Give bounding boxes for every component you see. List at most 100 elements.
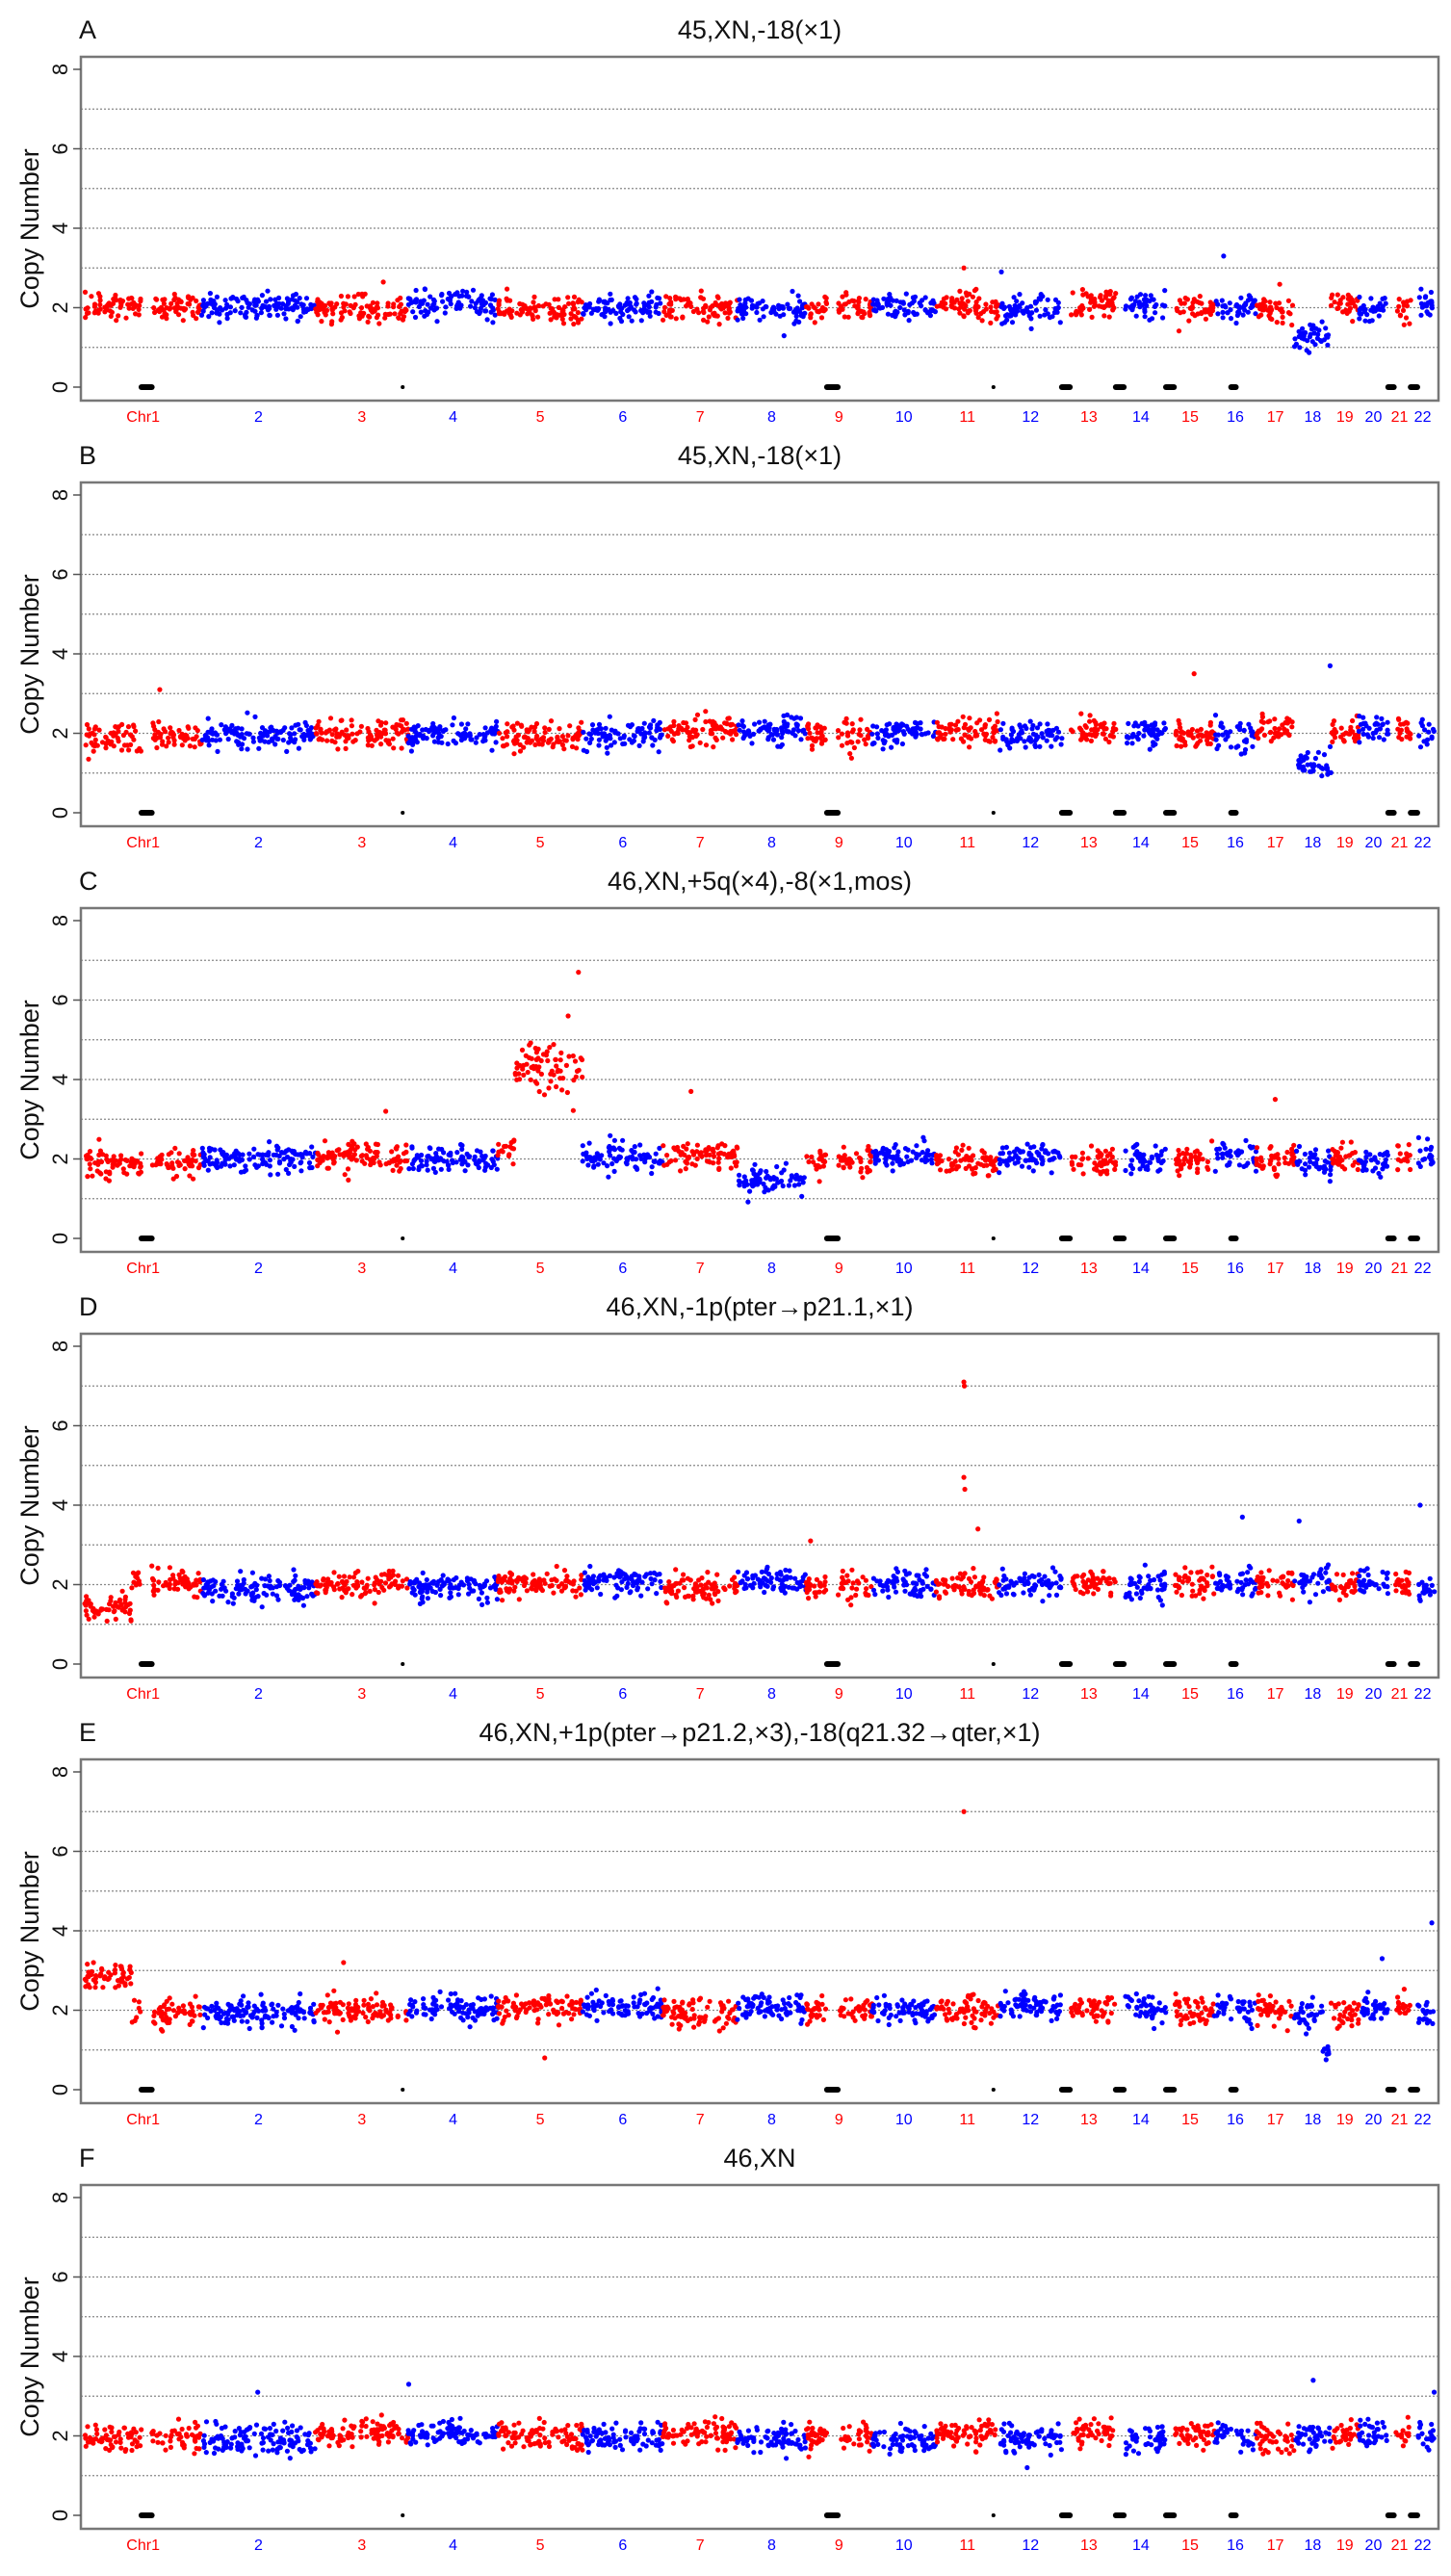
data-point	[1303, 1161, 1308, 1167]
data-point	[849, 729, 856, 735]
data-point	[203, 303, 209, 309]
data-point	[554, 1563, 559, 1570]
data-point	[683, 720, 689, 726]
data-point	[490, 307, 496, 313]
data-point	[169, 1160, 175, 1166]
data-point	[265, 733, 271, 739]
data-point	[292, 1592, 298, 1598]
data-point	[1071, 1166, 1076, 1172]
data-point	[236, 1591, 242, 1597]
data-point	[205, 1579, 211, 1585]
data-point	[1036, 296, 1042, 301]
panel-title: 46,XN,-1p(pter→p21.1,×1)	[607, 1292, 914, 1321]
data-point	[836, 1162, 842, 1168]
data-point	[352, 1147, 358, 1153]
data-point	[865, 735, 871, 742]
data-point	[438, 734, 444, 740]
data-point	[502, 1574, 508, 1580]
data-point	[88, 1155, 93, 1161]
data-point	[548, 736, 554, 742]
data-point	[416, 1584, 422, 1590]
y-tick-label: 4	[48, 648, 72, 660]
data-point	[629, 722, 635, 728]
data-point	[289, 725, 295, 731]
outlier-point	[157, 687, 163, 692]
data-point	[1087, 306, 1093, 312]
data-point	[125, 724, 132, 730]
data-point	[126, 305, 132, 311]
data-point	[870, 297, 876, 302]
data-point	[518, 722, 525, 728]
data-point	[915, 720, 920, 726]
data-point	[481, 1583, 487, 1589]
data-point	[1051, 1148, 1057, 1154]
data-point	[511, 727, 517, 733]
data-point	[1180, 309, 1186, 315]
chromosome-label: Chr1	[126, 1261, 160, 1277]
data-point	[559, 742, 566, 748]
data-point	[323, 1587, 328, 1593]
data-point	[1267, 316, 1273, 322]
data-point	[1069, 312, 1075, 318]
data-point	[938, 1167, 944, 1173]
data-point	[219, 1163, 224, 1169]
data-point	[479, 1601, 485, 1607]
data-point	[665, 733, 671, 739]
data-point	[798, 737, 804, 742]
chromosome-label: 22	[1414, 1686, 1432, 1703]
data-point	[402, 727, 408, 733]
data-point	[1030, 1168, 1036, 1174]
data-point	[516, 1597, 522, 1602]
data-point	[196, 306, 202, 312]
data-point	[1380, 1152, 1386, 1158]
data-point	[1426, 729, 1432, 735]
data-point	[1378, 306, 1384, 312]
chromosome-label: 9	[835, 835, 843, 851]
data-point	[190, 1163, 195, 1169]
data-point	[438, 1166, 444, 1172]
data-point	[1357, 310, 1362, 316]
data-point	[300, 1595, 306, 1601]
data-point	[636, 742, 642, 748]
data-point	[366, 738, 372, 743]
data-point	[309, 1591, 315, 1597]
data-point	[603, 725, 609, 731]
data-point	[1040, 1158, 1046, 1164]
data-point	[463, 293, 470, 299]
data-point	[590, 1581, 597, 1587]
data-point	[604, 1577, 609, 1583]
y-tick-label: 4	[48, 222, 72, 234]
data-point	[762, 718, 767, 724]
data-point	[530, 1586, 535, 1592]
data-point	[535, 1046, 541, 1052]
data-point	[848, 755, 855, 761]
data-point	[197, 742, 203, 747]
data-point	[1153, 1143, 1158, 1149]
data-point	[1428, 289, 1434, 296]
data-point	[1323, 325, 1329, 331]
data-point	[1418, 312, 1424, 318]
data-point	[1107, 289, 1113, 295]
data-point	[1075, 1161, 1081, 1168]
data-point	[518, 307, 524, 313]
data-point	[979, 318, 985, 324]
data-point	[973, 302, 979, 308]
data-point	[213, 738, 219, 743]
data-point	[175, 297, 182, 302]
data-point	[612, 728, 618, 734]
data-point	[1149, 1156, 1155, 1161]
data-point	[1321, 1165, 1327, 1171]
data-point	[319, 730, 324, 736]
data-point	[168, 1150, 174, 1156]
data-point	[1144, 297, 1150, 303]
data-point	[1173, 732, 1179, 738]
data-point	[1110, 728, 1116, 734]
data-point	[1262, 303, 1268, 309]
data-point	[358, 305, 365, 311]
data-point	[281, 1150, 288, 1156]
data-point	[424, 1162, 429, 1168]
data-point	[532, 742, 538, 747]
chromosome-label: 13	[1080, 409, 1098, 426]
data-point	[339, 1578, 346, 1584]
data-point	[291, 1578, 297, 1584]
